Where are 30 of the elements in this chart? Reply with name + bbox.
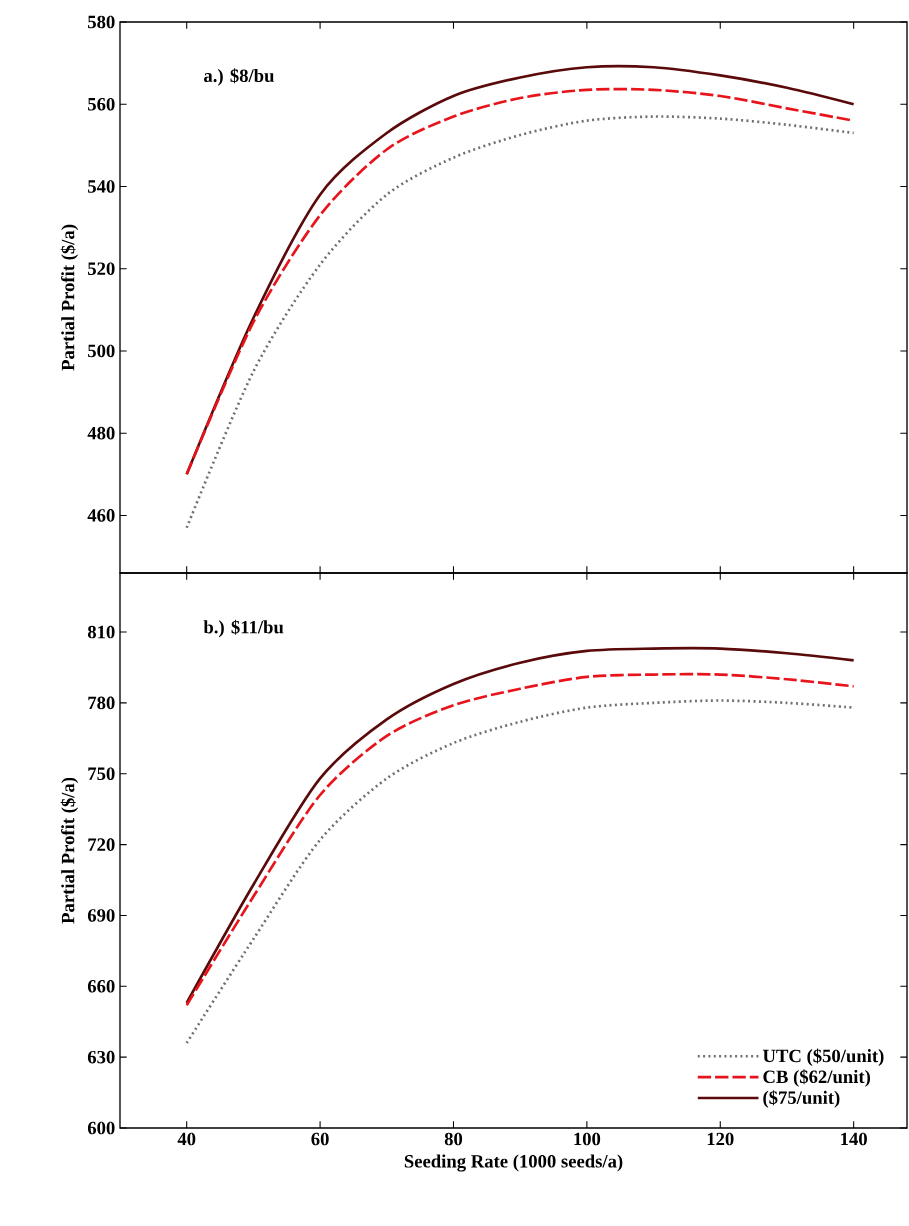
y-tick-label: 500: [88, 344, 115, 358]
y-tick-label: 460: [87, 509, 115, 522]
x-tick-label: 80: [444, 1132, 463, 1146]
y-tick-label: 600: [87, 1121, 115, 1135]
x-tick-label: 120: [707, 1132, 734, 1146]
y-axis-title: Partial Profit ($/a): [60, 777, 79, 924]
legend-label: CB ($62/unit): [763, 1069, 871, 1087]
y-tick-label: 520: [88, 262, 115, 275]
line-series: [185, 115, 855, 530]
x-tick-label: 60: [311, 1132, 329, 1146]
y-tick-label: 540: [88, 180, 115, 193]
legend-label: ($75/unit): [763, 1090, 840, 1108]
y-tick-label: 660: [87, 979, 115, 993]
y-tick-label: 630: [87, 1050, 115, 1064]
x-tick-label: 100: [574, 1132, 601, 1146]
y-tick-label: 720: [88, 838, 115, 851]
x-axis-title: Seeding Rate (1000 seeds/a): [404, 1154, 623, 1172]
legend-label: UTC ($50/unit): [762, 1048, 884, 1067]
annotation: b.) $11/bu: [203, 619, 284, 638]
annotation: a.) $8/bu: [204, 68, 274, 86]
y-axis-title: Partial Profit ($/a): [60, 224, 79, 371]
y-tick-label: 750: [88, 767, 115, 781]
y-tick-label: 580: [88, 15, 115, 29]
y-tick-label: 690: [87, 909, 115, 922]
x-tick-label: 40: [177, 1132, 196, 1146]
y-tick-label: 810: [87, 625, 115, 639]
y-tick-label: 780: [88, 696, 115, 710]
y-tick-label: 480: [87, 426, 115, 440]
y-tick-label: 560: [88, 97, 115, 111]
x-tick-label: 140: [841, 1132, 867, 1146]
